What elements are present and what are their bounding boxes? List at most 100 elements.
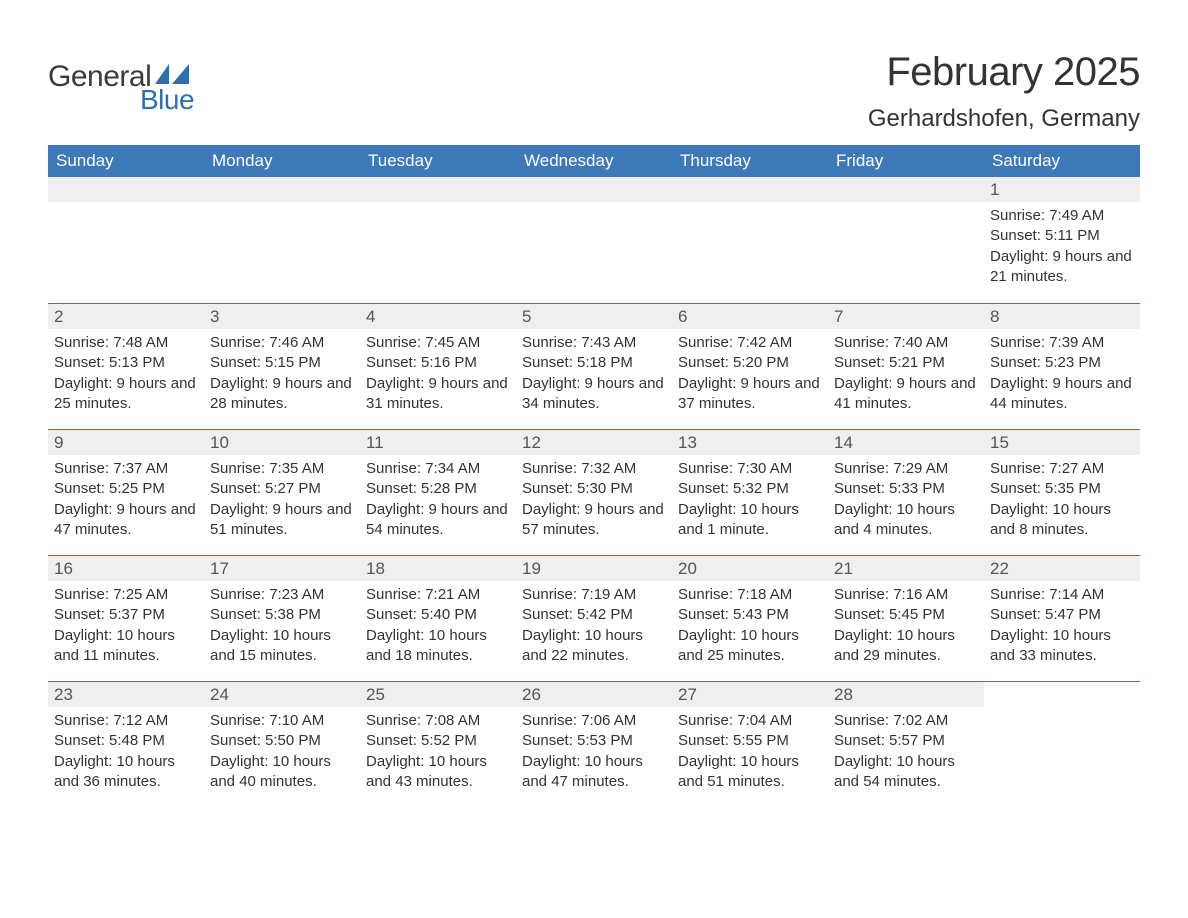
dow-header: Friday xyxy=(828,145,984,177)
day-details: Sunrise: 7:34 AMSunset: 5:28 PMDaylight:… xyxy=(360,455,516,540)
sunset-line: Sunset: 5:16 PM xyxy=(366,353,510,373)
day-number: 26 xyxy=(516,682,672,707)
daylight-line: Daylight: 10 hours and 15 minutes. xyxy=(210,626,354,667)
day-number: 25 xyxy=(360,682,516,707)
day-of-week-header: SundayMondayTuesdayWednesdayThursdayFrid… xyxy=(48,145,1140,177)
sunrise-line: Sunrise: 7:48 AM xyxy=(54,333,198,353)
day-number: 17 xyxy=(204,556,360,581)
day-number: 1 xyxy=(984,177,1140,202)
day-number: 14 xyxy=(828,430,984,455)
calendar-day: 28Sunrise: 7:02 AMSunset: 5:57 PMDayligh… xyxy=(828,682,984,807)
sunrise-line: Sunrise: 7:16 AM xyxy=(834,585,978,605)
day-number xyxy=(672,177,828,202)
day-number: 7 xyxy=(828,304,984,329)
sunset-line: Sunset: 5:23 PM xyxy=(990,353,1134,373)
day-number: 23 xyxy=(48,682,204,707)
day-number: 24 xyxy=(204,682,360,707)
day-number: 28 xyxy=(828,682,984,707)
calendar-day: 24Sunrise: 7:10 AMSunset: 5:50 PMDayligh… xyxy=(204,682,360,807)
day-details: Sunrise: 7:27 AMSunset: 5:35 PMDaylight:… xyxy=(984,455,1140,540)
day-details: Sunrise: 7:45 AMSunset: 5:16 PMDaylight:… xyxy=(360,329,516,414)
daylight-line: Daylight: 10 hours and 51 minutes. xyxy=(678,752,822,793)
daylight-line: Daylight: 10 hours and 43 minutes. xyxy=(366,752,510,793)
day-number: 22 xyxy=(984,556,1140,581)
calendar-day: 1Sunrise: 7:49 AMSunset: 5:11 PMDaylight… xyxy=(984,177,1140,303)
calendar-day: 27Sunrise: 7:04 AMSunset: 5:55 PMDayligh… xyxy=(672,682,828,807)
daylight-line: Daylight: 9 hours and 44 minutes. xyxy=(990,374,1134,415)
calendar-day: 21Sunrise: 7:16 AMSunset: 5:45 PMDayligh… xyxy=(828,556,984,681)
header: General Blue February 2025 Gerhardshofen… xyxy=(48,50,1140,133)
day-details: Sunrise: 7:40 AMSunset: 5:21 PMDaylight:… xyxy=(828,329,984,414)
calendar-week: 9Sunrise: 7:37 AMSunset: 5:25 PMDaylight… xyxy=(48,429,1140,555)
day-details: Sunrise: 7:39 AMSunset: 5:23 PMDaylight:… xyxy=(984,329,1140,414)
day-number: 18 xyxy=(360,556,516,581)
calendar-day: 10Sunrise: 7:35 AMSunset: 5:27 PMDayligh… xyxy=(204,430,360,555)
daylight-line: Daylight: 10 hours and 18 minutes. xyxy=(366,626,510,667)
sunset-line: Sunset: 5:53 PM xyxy=(522,731,666,751)
day-details: Sunrise: 7:46 AMSunset: 5:15 PMDaylight:… xyxy=(204,329,360,414)
day-details: Sunrise: 7:29 AMSunset: 5:33 PMDaylight:… xyxy=(828,455,984,540)
day-details: Sunrise: 7:43 AMSunset: 5:18 PMDaylight:… xyxy=(516,329,672,414)
sunset-line: Sunset: 5:40 PM xyxy=(366,605,510,625)
calendar-day: 12Sunrise: 7:32 AMSunset: 5:30 PMDayligh… xyxy=(516,430,672,555)
calendar-day: 13Sunrise: 7:30 AMSunset: 5:32 PMDayligh… xyxy=(672,430,828,555)
sunrise-line: Sunrise: 7:42 AM xyxy=(678,333,822,353)
sunset-line: Sunset: 5:30 PM xyxy=(522,479,666,499)
calendar-day: 25Sunrise: 7:08 AMSunset: 5:52 PMDayligh… xyxy=(360,682,516,807)
day-details: Sunrise: 7:23 AMSunset: 5:38 PMDaylight:… xyxy=(204,581,360,666)
daylight-line: Daylight: 9 hours and 47 minutes. xyxy=(54,500,198,541)
day-details xyxy=(984,707,1140,711)
sunset-line: Sunset: 5:52 PM xyxy=(366,731,510,751)
day-details xyxy=(516,202,672,206)
day-details: Sunrise: 7:35 AMSunset: 5:27 PMDaylight:… xyxy=(204,455,360,540)
day-details: Sunrise: 7:37 AMSunset: 5:25 PMDaylight:… xyxy=(48,455,204,540)
day-number: 27 xyxy=(672,682,828,707)
day-number: 19 xyxy=(516,556,672,581)
sunset-line: Sunset: 5:18 PM xyxy=(522,353,666,373)
calendar-day: 26Sunrise: 7:06 AMSunset: 5:53 PMDayligh… xyxy=(516,682,672,807)
daylight-line: Daylight: 9 hours and 34 minutes. xyxy=(522,374,666,415)
day-number: 2 xyxy=(48,304,204,329)
sunset-line: Sunset: 5:27 PM xyxy=(210,479,354,499)
sunset-line: Sunset: 5:25 PM xyxy=(54,479,198,499)
calendar-day xyxy=(48,177,204,303)
daylight-line: Daylight: 10 hours and 36 minutes. xyxy=(54,752,198,793)
brand-word2: Blue xyxy=(140,84,194,116)
day-details: Sunrise: 7:48 AMSunset: 5:13 PMDaylight:… xyxy=(48,329,204,414)
day-details: Sunrise: 7:04 AMSunset: 5:55 PMDaylight:… xyxy=(672,707,828,792)
day-number xyxy=(516,177,672,202)
calendar-day: 2Sunrise: 7:48 AMSunset: 5:13 PMDaylight… xyxy=(48,304,204,429)
sunrise-line: Sunrise: 7:30 AM xyxy=(678,459,822,479)
day-number: 21 xyxy=(828,556,984,581)
day-number: 4 xyxy=(360,304,516,329)
daylight-line: Daylight: 10 hours and 47 minutes. xyxy=(522,752,666,793)
brand-word1: General xyxy=(48,60,151,94)
sunset-line: Sunset: 5:21 PM xyxy=(834,353,978,373)
day-number xyxy=(204,177,360,202)
daylight-line: Daylight: 10 hours and 40 minutes. xyxy=(210,752,354,793)
sunset-line: Sunset: 5:28 PM xyxy=(366,479,510,499)
daylight-line: Daylight: 9 hours and 25 minutes. xyxy=(54,374,198,415)
day-details: Sunrise: 7:06 AMSunset: 5:53 PMDaylight:… xyxy=(516,707,672,792)
calendar-day: 4Sunrise: 7:45 AMSunset: 5:16 PMDaylight… xyxy=(360,304,516,429)
day-number xyxy=(360,177,516,202)
calendar-week: 2Sunrise: 7:48 AMSunset: 5:13 PMDaylight… xyxy=(48,303,1140,429)
location-subtitle: Gerhardshofen, Germany xyxy=(868,105,1140,133)
sunset-line: Sunset: 5:42 PM xyxy=(522,605,666,625)
sunrise-line: Sunrise: 7:34 AM xyxy=(366,459,510,479)
sunrise-line: Sunrise: 7:25 AM xyxy=(54,585,198,605)
day-details: Sunrise: 7:12 AMSunset: 5:48 PMDaylight:… xyxy=(48,707,204,792)
sunrise-line: Sunrise: 7:12 AM xyxy=(54,711,198,731)
sunset-line: Sunset: 5:13 PM xyxy=(54,353,198,373)
sunrise-line: Sunrise: 7:06 AM xyxy=(522,711,666,731)
daylight-line: Daylight: 10 hours and 54 minutes. xyxy=(834,752,978,793)
sunset-line: Sunset: 5:50 PM xyxy=(210,731,354,751)
dow-header: Monday xyxy=(204,145,360,177)
day-details: Sunrise: 7:32 AMSunset: 5:30 PMDaylight:… xyxy=(516,455,672,540)
sunrise-line: Sunrise: 7:19 AM xyxy=(522,585,666,605)
day-number: 8 xyxy=(984,304,1140,329)
day-details xyxy=(204,202,360,206)
sunset-line: Sunset: 5:15 PM xyxy=(210,353,354,373)
day-number: 3 xyxy=(204,304,360,329)
sunrise-line: Sunrise: 7:14 AM xyxy=(990,585,1134,605)
